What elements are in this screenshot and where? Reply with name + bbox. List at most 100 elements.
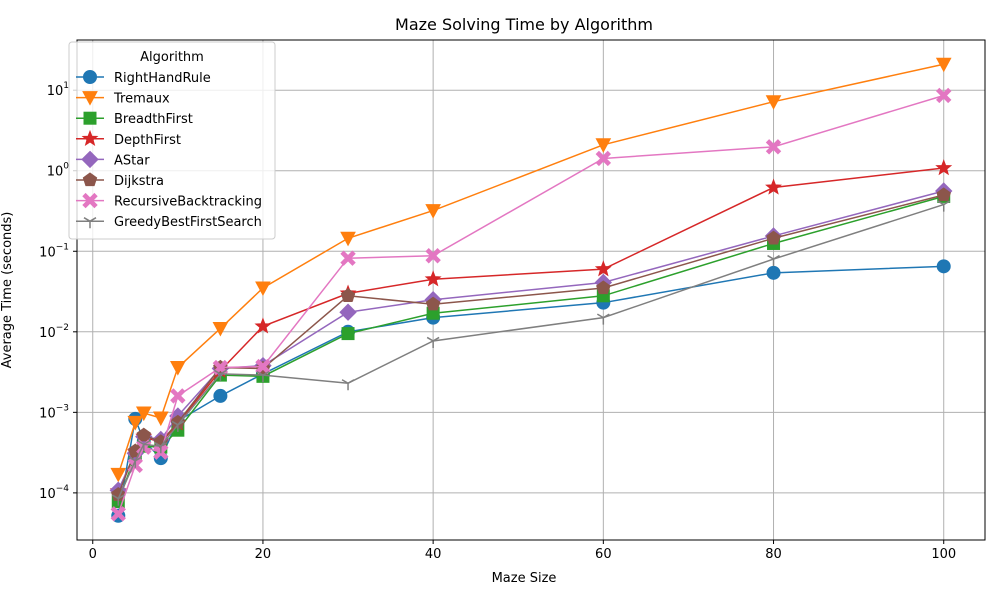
data-point: [594, 260, 612, 277]
data-point: [766, 265, 781, 280]
plot-series: [109, 57, 953, 523]
y-tick-exponent: −2: [56, 323, 69, 333]
legend-marker: [82, 91, 98, 106]
y-tick-exponent: 0: [63, 162, 69, 172]
chart-title: Maze Solving Time by Algorithm: [395, 15, 653, 34]
y-tick-label: 10−2: [39, 323, 69, 341]
legend-label: Dijkstra: [114, 174, 164, 189]
series-Tremaux: [110, 57, 952, 483]
legend-entry: RightHandRule: [76, 70, 211, 86]
data-point: [341, 379, 355, 391]
data-point: [339, 303, 357, 321]
legend-label: GreedyBestFirstSearch: [114, 215, 262, 230]
series-GreedyBestFirstSearch: [111, 200, 951, 506]
y-tick-base: 10: [47, 84, 64, 99]
y-tick-label: 10−1: [39, 242, 69, 260]
data-point: [341, 327, 355, 341]
data-point: [765, 95, 782, 110]
data-point: [935, 57, 952, 73]
legend-entry: AStar: [76, 150, 150, 169]
y-tick-base: 10: [39, 245, 56, 260]
data-point: [213, 388, 228, 403]
data-point: [152, 411, 169, 427]
data-point: [425, 204, 441, 219]
y-tick-exponent: −4: [56, 484, 70, 494]
data-point: [214, 369, 227, 381]
data-point: [765, 178, 782, 195]
legend-label: Tremaux: [113, 92, 170, 107]
legend-marker: [81, 150, 99, 169]
legend-entry: BreadthFirst: [76, 111, 193, 127]
y-tick-exponent: −1: [56, 242, 69, 252]
legend-marker: [82, 172, 98, 187]
data-point: [340, 250, 356, 266]
data-point: [110, 506, 126, 522]
data-point: [170, 388, 186, 404]
legend-label: AStar: [114, 153, 150, 168]
data-point: [137, 440, 151, 452]
data-point: [110, 467, 127, 483]
x-tick-label: 40: [425, 547, 442, 562]
legend-entry: Tremaux: [76, 91, 170, 107]
legend-box: [68, 41, 276, 240]
legend-marker: [83, 70, 97, 84]
legend-label: RecursiveBacktracking: [114, 195, 262, 210]
data-point: [255, 358, 271, 375]
x-tick-label: 60: [595, 547, 612, 562]
data-point: [936, 187, 951, 202]
x-axis-label: Maze Size: [492, 571, 557, 586]
data-point: [256, 370, 270, 383]
legend-marker: [82, 192, 98, 209]
x-tick-label: 0: [89, 547, 97, 562]
data-point: [340, 288, 356, 302]
legend-marker: [83, 111, 97, 125]
data-point: [936, 87, 952, 104]
y-tick-label: 100: [47, 162, 70, 180]
x-axis: 0 20 40 60 80 100: [89, 540, 956, 562]
data-point: [937, 200, 951, 212]
legend-label: DepthFirst: [114, 133, 181, 148]
y-tick-label: 10−4: [39, 484, 69, 502]
data-point: [936, 259, 951, 274]
y-tick-exponent: −3: [56, 403, 69, 413]
x-tick-label: 80: [765, 547, 782, 562]
y-axis-label: Average Time (seconds): [0, 212, 15, 369]
series-RecursiveBacktracking: [110, 87, 952, 522]
y-tick-label: 10−3: [39, 403, 69, 421]
y-tick-exponent: 1: [63, 81, 69, 91]
legend-title: Algorithm: [140, 50, 204, 65]
legend-marker: [81, 129, 99, 147]
y-tick-base: 10: [39, 406, 56, 421]
legend-label: BreadthFirst: [114, 112, 193, 127]
legend-entry: DepthFirst: [76, 129, 181, 148]
legend-label: RightHandRule: [114, 71, 211, 86]
data-point: [340, 231, 356, 247]
data-point: [135, 406, 152, 422]
data-point: [595, 150, 612, 167]
data-point: [425, 248, 441, 264]
data-point: [426, 336, 440, 348]
plot-frame: [76, 39, 986, 541]
data-point: [127, 415, 144, 431]
legend-entry: GreedyBestFirstSearch: [76, 215, 262, 230]
data-point: [171, 420, 185, 432]
data-point: [595, 138, 612, 153]
data-point: [255, 281, 271, 297]
legend: Algorithm RightHandRule Tremaux BreadthFir…: [68, 41, 276, 240]
data-point: [935, 159, 953, 176]
y-tick-base: 10: [47, 165, 64, 180]
x-tick-label: 100: [931, 547, 956, 562]
x-tick-label: 20: [255, 547, 272, 562]
y-tick-label: 101: [47, 81, 69, 99]
data-point: [212, 321, 229, 337]
data-point: [128, 456, 142, 468]
legend-entry: Dijkstra: [76, 172, 164, 189]
data-point: [136, 427, 152, 442]
data-point: [254, 317, 272, 334]
data-point: [425, 296, 441, 311]
data-point: [767, 254, 780, 267]
data-point: [596, 313, 610, 325]
data-point: [424, 270, 442, 287]
series-RightHandRule: [111, 259, 951, 523]
